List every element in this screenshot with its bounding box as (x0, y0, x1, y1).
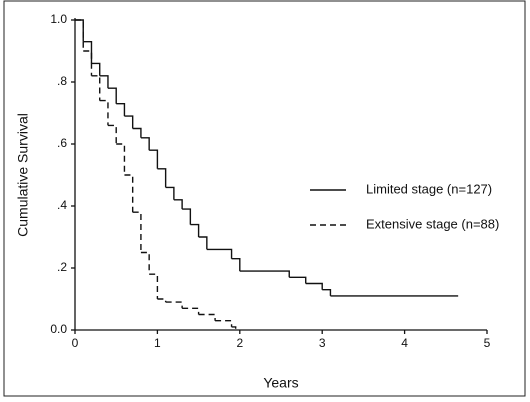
x-tick-label: 2 (236, 336, 243, 350)
survival-step (231, 258, 241, 272)
x-tick-label: 3 (319, 336, 326, 350)
survival-step (116, 103, 126, 117)
x-tick-label: 5 (484, 336, 491, 350)
survival-step (198, 236, 208, 250)
survival-step (198, 313, 216, 321)
survival-step (305, 282, 323, 290)
survival-step (124, 115, 134, 129)
survival-step (107, 124, 117, 144)
x-tick-label: 0 (72, 336, 79, 350)
survival-step (99, 75, 109, 89)
survival-step (75, 19, 84, 51)
survival-step (322, 289, 332, 296)
survival-step (231, 326, 237, 330)
survival-step (206, 248, 233, 259)
y-axis-label: Cumulative Survival (15, 113, 31, 237)
survival-step (182, 208, 192, 225)
survival-step (173, 199, 183, 210)
survival-step (165, 301, 183, 309)
x-tick-label: 1 (154, 336, 161, 350)
x-tick-label: 4 (401, 336, 408, 350)
y-tick-label: .2 (57, 260, 67, 274)
survival-step (91, 62, 101, 76)
legend-label: Limited stage (n=127) (366, 181, 492, 196)
survival-step (132, 211, 142, 253)
y-tick-label: .6 (57, 136, 67, 150)
y-tick-label: 0.0 (50, 322, 67, 336)
survival-step (132, 127, 142, 138)
survival-step (190, 223, 200, 237)
survival-step (239, 270, 290, 278)
survival-step (140, 137, 150, 151)
survival-step (99, 99, 109, 126)
y-tick-label: .8 (57, 74, 67, 88)
x-axis-label: Years (263, 375, 298, 391)
survival-step (149, 149, 159, 169)
survival-step (107, 87, 117, 104)
survival-step (157, 298, 167, 303)
survival-step (83, 41, 93, 64)
survival-step (124, 174, 134, 213)
survival-step (215, 320, 233, 327)
survival-step (75, 19, 84, 42)
y-tick-label: 1.0 (50, 12, 67, 26)
legend-label: Extensive stage (n=88) (366, 216, 499, 231)
survival-step (140, 251, 150, 275)
y-tick-label: .4 (57, 198, 67, 212)
survival-step (83, 50, 93, 76)
survival-step (165, 186, 175, 200)
survival-step (289, 276, 307, 284)
survival-step (116, 143, 126, 175)
survival-step (91, 75, 101, 101)
frame (3, 0, 526, 397)
survival-step (149, 273, 159, 299)
survival-step (182, 307, 200, 315)
survival-step (157, 168, 167, 188)
